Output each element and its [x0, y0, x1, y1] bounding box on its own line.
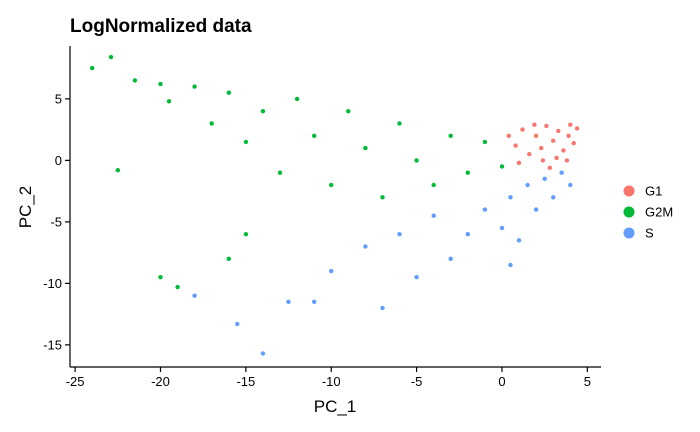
points-layer — [90, 54, 580, 356]
legend: G1 G2M S — [623, 184, 673, 241]
x-tick-label: 5 — [584, 374, 591, 389]
point-g2m — [448, 133, 453, 138]
point-g1 — [561, 148, 566, 153]
point-s — [286, 299, 291, 304]
point-g2m — [226, 90, 231, 95]
point-g1 — [571, 141, 576, 146]
point-g2m — [346, 109, 351, 114]
y-axis-ticks: -15 -10 -5 0 5 — [43, 91, 70, 352]
x-axis-ticks: -25 -20 -15 -10 -5 0 5 — [66, 367, 591, 389]
point-g1 — [566, 133, 571, 138]
point-g2m — [209, 121, 214, 126]
point-g1 — [540, 158, 546, 163]
point-s — [508, 195, 513, 200]
y-tick-label: 0 — [55, 153, 62, 168]
point-s — [499, 225, 505, 231]
point-g2m — [243, 232, 249, 237]
point-s — [329, 268, 334, 274]
point-g2m — [90, 65, 95, 71]
point-g2m — [260, 109, 266, 114]
point-g1 — [533, 133, 539, 138]
point-g2m — [482, 139, 488, 145]
point-g2m — [277, 170, 283, 175]
x-tick-label: -10 — [322, 374, 341, 389]
point-g1 — [568, 122, 573, 127]
point-s — [482, 207, 488, 212]
point-g2m — [166, 99, 172, 104]
point-s — [551, 195, 556, 200]
point-g1 — [544, 123, 549, 129]
point-g2m — [312, 133, 317, 138]
legend-label-s: S — [645, 226, 654, 241]
x-tick-label: -25 — [66, 374, 85, 389]
point-g2m — [380, 195, 385, 200]
point-g2m — [363, 145, 368, 151]
x-tick-label: -15 — [236, 374, 255, 389]
point-s — [380, 305, 385, 311]
point-s — [508, 262, 513, 268]
point-g2m — [329, 182, 334, 188]
point-s — [559, 170, 564, 175]
point-s — [363, 244, 368, 249]
point-g2m — [158, 275, 163, 280]
y-axis-label: PC_2 — [16, 186, 35, 229]
legend-key-g2m — [623, 206, 635, 218]
point-g2m — [132, 78, 138, 83]
point-g1 — [574, 126, 580, 131]
point-g2m — [414, 158, 419, 163]
x-tick-label: 0 — [498, 374, 505, 389]
x-tick-label: -5 — [411, 374, 423, 389]
point-g1 — [513, 143, 518, 148]
point-s — [312, 299, 317, 304]
point-g2m — [243, 139, 249, 145]
point-s — [397, 232, 402, 237]
point-s — [516, 238, 522, 243]
point-g1 — [520, 127, 525, 132]
point-s — [533, 207, 539, 212]
point-s — [192, 293, 197, 298]
point-g2m — [294, 96, 300, 102]
point-s — [465, 232, 470, 237]
point-s — [525, 182, 530, 188]
legend-label-g2m: G2M — [645, 205, 673, 220]
legend-label-g1: G1 — [645, 184, 662, 199]
point-g1 — [532, 122, 537, 127]
point-s — [568, 182, 573, 188]
point-g2m — [192, 84, 197, 89]
point-g1 — [539, 145, 544, 151]
point-g2m — [397, 121, 402, 126]
point-g2m — [431, 182, 436, 188]
point-g2m — [108, 54, 114, 60]
legend-key-s — [623, 227, 635, 239]
point-g1 — [556, 128, 561, 134]
y-tick-label: -15 — [43, 337, 62, 352]
point-g1 — [551, 138, 556, 143]
point-s — [260, 351, 266, 356]
point-s — [414, 275, 419, 280]
point-g2m — [175, 284, 180, 290]
point-g1 — [516, 160, 522, 165]
chart-title: LogNormalized data — [70, 16, 252, 37]
point-g1 — [527, 152, 532, 157]
x-axis-label: PC_1 — [314, 397, 357, 416]
x-tick-label: -20 — [151, 374, 170, 389]
point-g1 — [564, 158, 570, 163]
point-s — [431, 213, 436, 218]
y-tick-label: 5 — [55, 91, 62, 106]
point-g2m — [158, 81, 163, 87]
y-tick-label: -5 — [50, 214, 62, 229]
y-tick-label: -10 — [43, 276, 62, 291]
point-s — [448, 256, 453, 261]
point-g1 — [547, 165, 552, 170]
point-g1 — [506, 133, 511, 138]
point-g1 — [554, 155, 559, 161]
point-g2m — [465, 170, 470, 175]
point-g2m — [115, 168, 121, 173]
legend-key-g1 — [623, 185, 635, 197]
point-s — [235, 321, 240, 327]
point-g2m — [499, 164, 505, 169]
point-s — [542, 176, 547, 181]
point-g2m — [226, 256, 231, 261]
